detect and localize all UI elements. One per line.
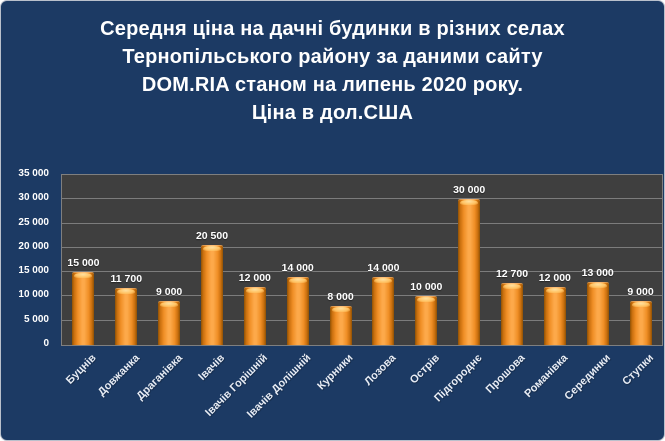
x-tick-label: Ступки [620, 352, 657, 388]
value-label: 30 000 [453, 184, 486, 197]
value-label: 14 000 [281, 262, 314, 274]
bar-Курники [329, 306, 352, 345]
chart-title-line-4: Ціна в дол.США [251, 102, 414, 124]
plot-area: 15 000 11 700 9 000 20 500 12 000 14 000 8 000… [61, 174, 663, 346]
x-tick-label: Івачів [196, 352, 228, 383]
gridline [62, 319, 662, 321]
y-tick-label: 5 000 [23, 313, 49, 325]
gridline [62, 222, 662, 224]
y-tick-label: 0 [43, 338, 49, 349]
bar-Ступки [629, 301, 652, 345]
gridline [62, 198, 662, 200]
value-label: 12 700 [495, 268, 529, 281]
bar-Острів [415, 296, 438, 345]
bar-Івачів Долішній [286, 277, 309, 345]
chart-title-line-2: Тернопільського району за даними сайту [122, 46, 543, 68]
bar-Довжанка [115, 288, 138, 345]
x-tick-label: Острів [407, 352, 442, 387]
value-label: 20 500 [195, 230, 229, 243]
value-label: 9 000 [627, 286, 654, 299]
chart-title-line-3: DOM.RIA станом на липень 2020 року. [141, 74, 524, 96]
gridline [62, 295, 662, 297]
gridline [62, 246, 662, 248]
y-tick-label: 35 000 [18, 168, 49, 179]
x-tick-label: Прошова [483, 352, 528, 396]
bar-Івачів Горішній [243, 286, 266, 345]
value-label: 9 000 [156, 286, 183, 299]
y-tick-label: 10 000 [18, 289, 49, 301]
value-label: 14 000 [367, 262, 400, 274]
x-tick-label: Курники [315, 352, 357, 393]
bar-Драганівка [158, 301, 181, 345]
bar-Підгороднє [458, 199, 481, 345]
gridline [62, 271, 662, 273]
y-tick-label: 15 000 [18, 265, 49, 277]
bar-Лозова [372, 277, 395, 345]
chart-title-line-1: Середня ціна на дачні будинки в різних с… [100, 18, 565, 40]
chart-title: Середня ціна на дачні будинки в різних с… [1, 15, 664, 127]
y-tick-label: 20 000 [18, 240, 49, 252]
y-tick-label: 25 000 [18, 216, 49, 228]
value-label: 12 000 [238, 271, 271, 284]
value-label: 15 000 [67, 257, 100, 270]
x-tick-label: Довжанка [95, 352, 142, 399]
bar-Івачів [201, 245, 223, 345]
value-label: 8 000 [327, 291, 354, 304]
value-label: 13 000 [581, 266, 614, 279]
value-label: 11 700 [110, 273, 143, 286]
bar-Романівка [543, 286, 566, 345]
value-label: 12 000 [538, 271, 571, 284]
value-label: 10 000 [410, 281, 443, 294]
x-tick-label: Буцнів [64, 352, 99, 387]
y-tick-label: 30 000 [18, 192, 49, 204]
bar-Буцнів [72, 272, 95, 345]
x-tick-label: Лозова [362, 352, 399, 389]
bar-Серединки [586, 281, 609, 345]
bar-Прошова [501, 283, 523, 345]
